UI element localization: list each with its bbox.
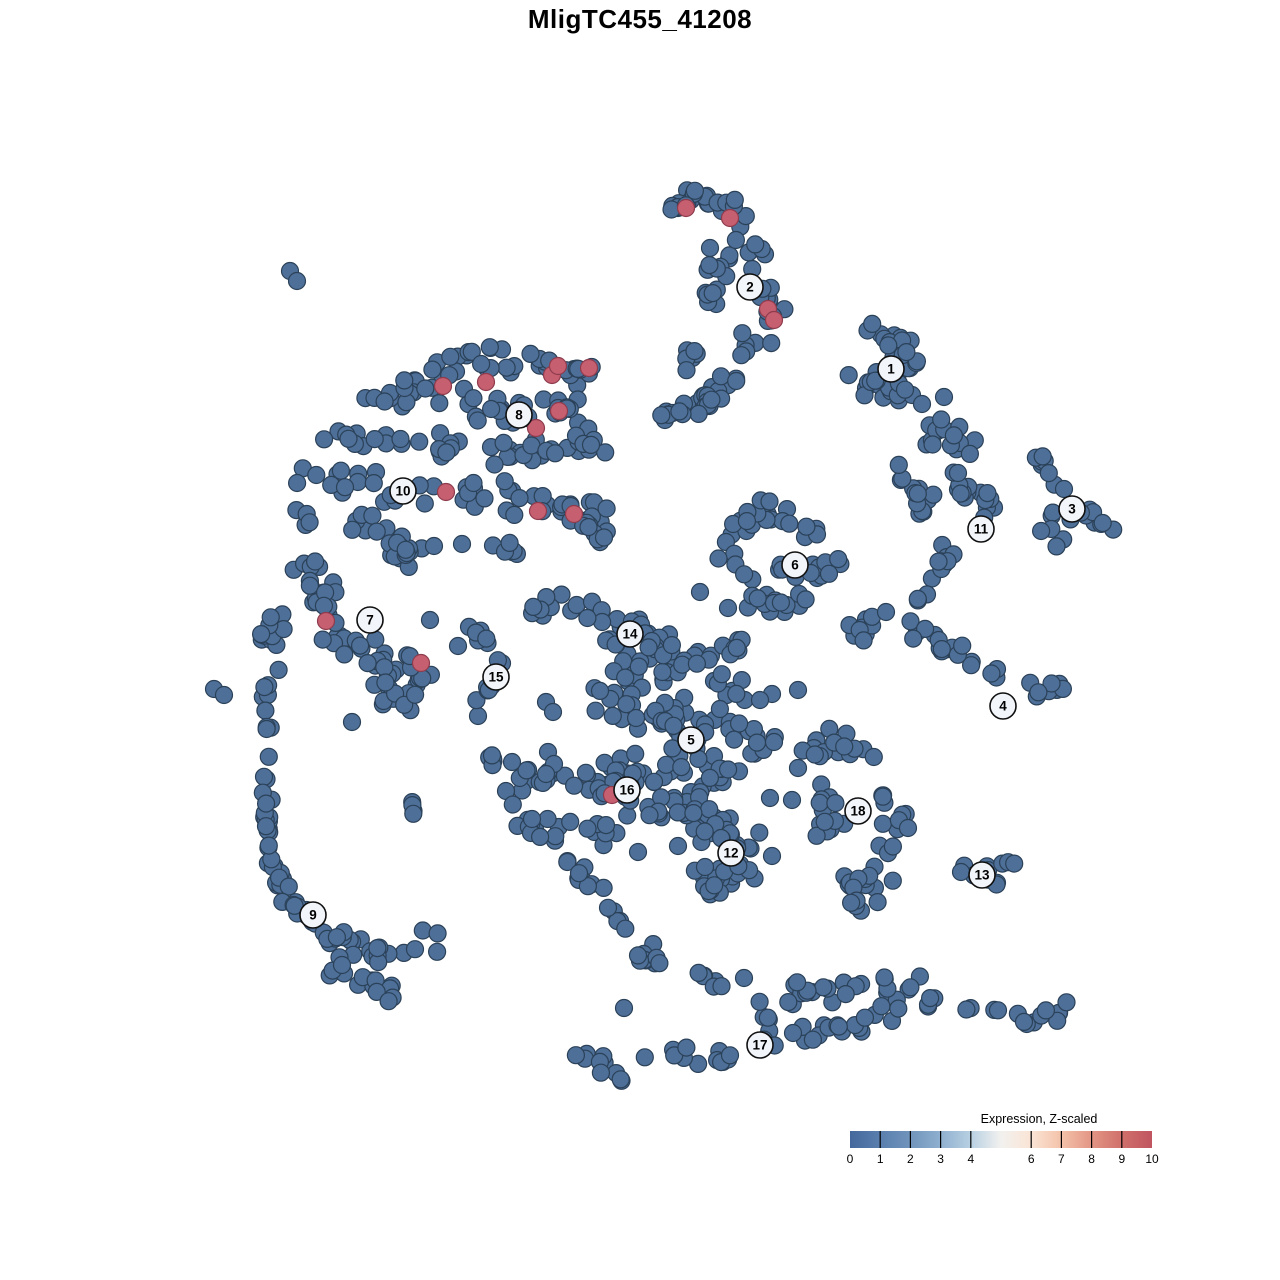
cluster-label-badge: 5: [677, 726, 705, 754]
legend-tick-label: 1: [877, 1152, 884, 1166]
legend-tick-label: 9: [1118, 1152, 1125, 1166]
cluster-label-text: 8: [515, 408, 523, 423]
legend-tick-label: 2: [907, 1152, 914, 1166]
cluster-label-text: 17: [752, 1038, 767, 1053]
cluster-label-badge: 11: [967, 515, 995, 543]
cluster-label-text: 18: [850, 804, 866, 819]
cluster-label-text: 15: [488, 670, 504, 685]
cluster-label-text: 1: [887, 362, 895, 377]
cluster-label-badge: 3: [1058, 495, 1086, 523]
legend-title: Expression, Z-scaled: [981, 1112, 1098, 1126]
cluster-label-badge: 6: [781, 551, 809, 579]
expression-legend: Expression, Z-scaled 0 1 2 3 4 6 7 8 9 10: [847, 1112, 1159, 1166]
legend-tick-label: 6: [1028, 1152, 1035, 1166]
cluster-label-text: 13: [974, 868, 990, 883]
cluster-label-badge: 7: [356, 606, 384, 634]
cluster-label-badge: 16: [613, 776, 641, 804]
cluster-label-text: 9: [309, 908, 317, 923]
cluster-label-badge: 8: [505, 401, 533, 429]
cluster-label-text: 2: [746, 280, 754, 295]
cluster-label-badge: 12: [717, 839, 745, 867]
cluster-label-text: 7: [366, 613, 374, 628]
legend-tick-label: 7: [1058, 1152, 1065, 1166]
cluster-label-text: 11: [974, 522, 989, 537]
legend-tick-label: 0: [847, 1152, 854, 1166]
cluster-label-badge: 2: [736, 273, 764, 301]
cluster-label-text: 4: [999, 699, 1007, 714]
cluster-label-badge: 10: [389, 477, 417, 505]
page-title: MligTC455_41208: [527, 4, 753, 34]
cluster-label-badge: 1: [877, 355, 905, 383]
cluster-label-badge: 17: [746, 1031, 774, 1059]
legend-tick-label: 10: [1145, 1152, 1159, 1166]
cluster-label-text: 14: [622, 627, 638, 642]
legend-gradient-bar: [850, 1131, 1152, 1148]
scatter-points-layer: [204, 181, 1123, 1090]
cluster-label-text: 5: [687, 733, 695, 748]
legend-tick-label: 8: [1088, 1152, 1095, 1166]
legend-tick-label: 4: [967, 1152, 974, 1166]
cluster-label-badge: 14: [616, 620, 644, 648]
cluster-label-badge: 15: [482, 663, 510, 691]
cluster-label-badge: 9: [299, 901, 327, 929]
cluster-label-badge: 4: [989, 692, 1017, 720]
cluster-label-badge: 18: [844, 797, 872, 825]
cluster-label-text: 6: [791, 558, 799, 573]
cluster-label-text: 12: [723, 846, 738, 861]
legend-tick-label: 3: [937, 1152, 944, 1166]
cluster-label-text: 16: [619, 783, 635, 798]
cluster-label-text: 10: [395, 484, 410, 499]
cluster-label-badge: 13: [968, 861, 996, 889]
cluster-label-text: 3: [1068, 502, 1076, 517]
